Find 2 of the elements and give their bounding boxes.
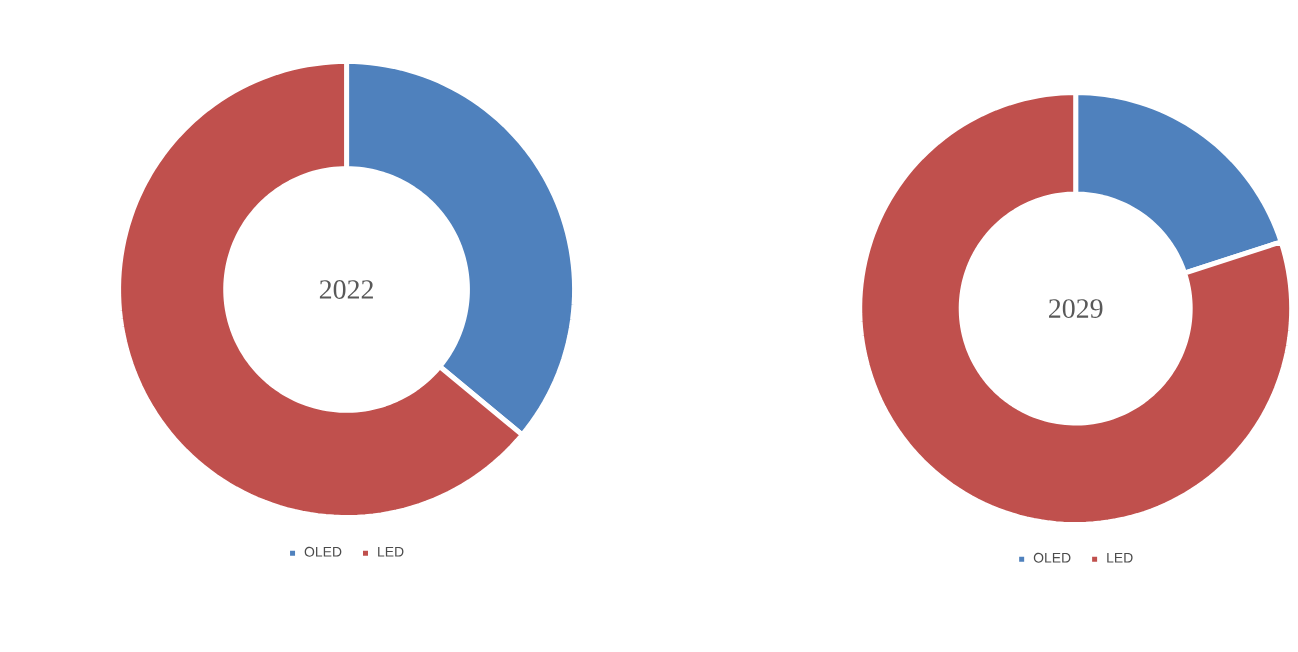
text: 2029 [1049,299,1103,318]
text: 2022 [319,280,373,299]
